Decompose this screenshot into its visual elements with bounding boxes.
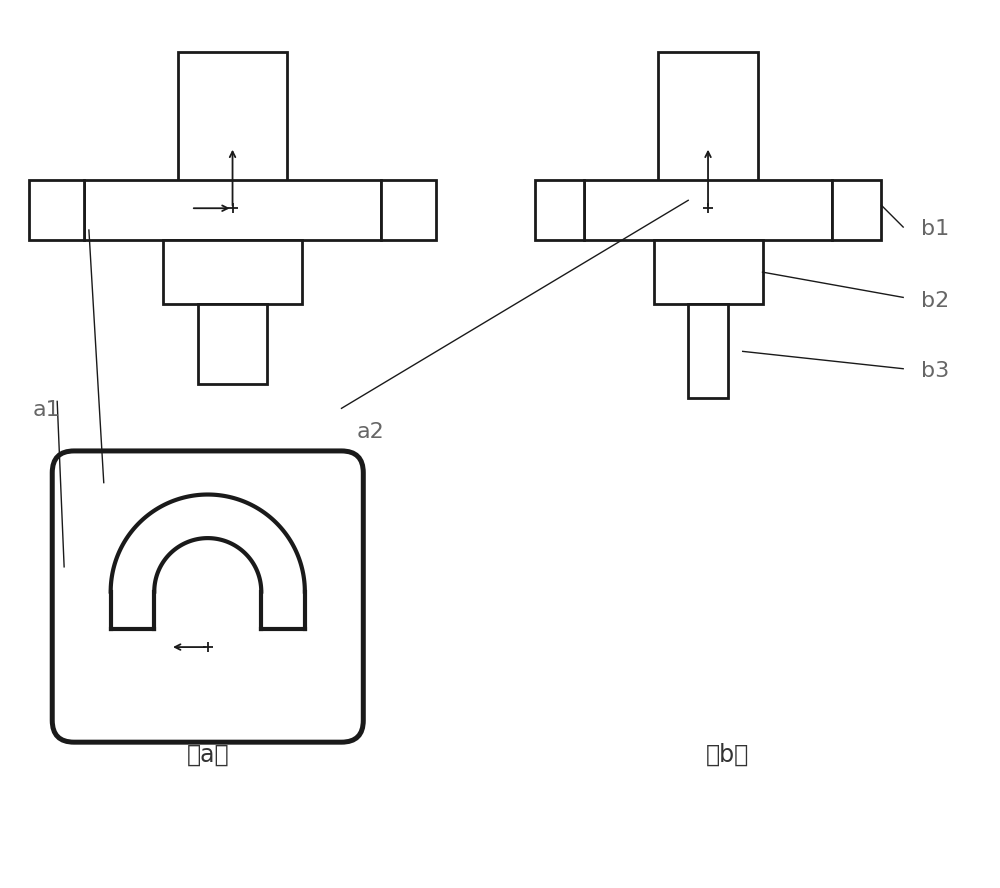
Bar: [688, 305, 728, 399]
Bar: [832, 180, 881, 240]
FancyBboxPatch shape: [52, 451, 363, 742]
Bar: [84, 180, 381, 240]
Text: b1: b1: [921, 219, 949, 239]
Bar: [29, 180, 84, 240]
Bar: [198, 305, 267, 384]
Bar: [535, 180, 584, 240]
Text: （a）: （a）: [186, 743, 229, 767]
Text: （b）: （b）: [706, 743, 749, 767]
Text: a1: a1: [32, 400, 60, 420]
Bar: [178, 52, 287, 210]
Bar: [584, 180, 832, 240]
Bar: [658, 52, 758, 210]
Bar: [163, 240, 302, 305]
Bar: [654, 240, 763, 305]
Text: b3: b3: [921, 361, 949, 381]
Text: b2: b2: [921, 291, 949, 312]
Bar: [381, 180, 436, 240]
Text: a2: a2: [356, 422, 384, 442]
